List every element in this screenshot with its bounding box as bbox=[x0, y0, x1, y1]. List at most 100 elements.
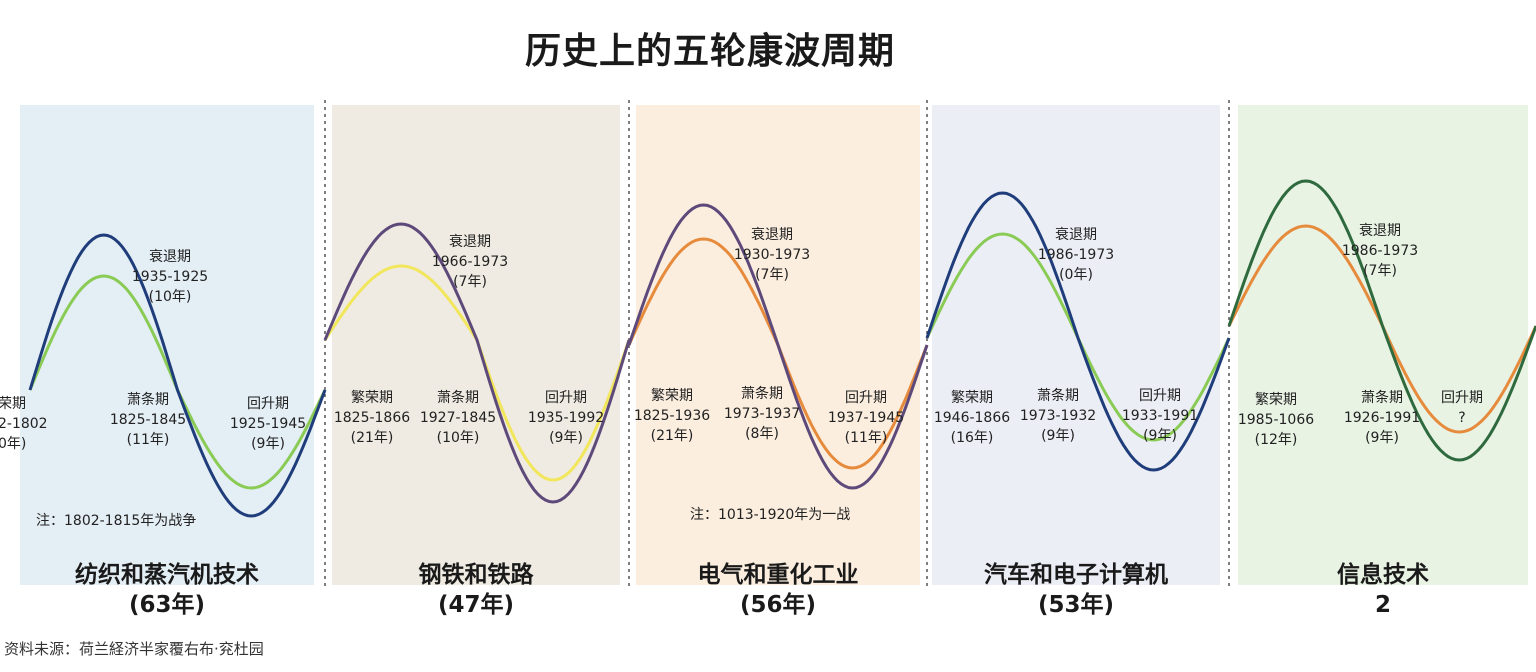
phase-annotation: 繁荣期 1946-1866 (16年) bbox=[934, 388, 1010, 448]
phase-annotation: 衰退期 1986-1973 (7年) bbox=[1342, 221, 1418, 281]
phase-detail: (16年) bbox=[950, 430, 994, 446]
phase-detail: (11年) bbox=[126, 432, 170, 448]
phase-detail: 1973-1937 bbox=[723, 406, 801, 422]
era-years-label: (63年) bbox=[128, 592, 206, 618]
phase-detail: 2-1802 bbox=[0, 416, 48, 432]
phase-detail: (9年) bbox=[1041, 428, 1075, 444]
dark-wave-5 bbox=[1227, 179, 1536, 462]
phase-name: 衰退期 bbox=[1359, 223, 1401, 239]
phase-detail: (9年) bbox=[1365, 430, 1399, 446]
phase-detail: (7年) bbox=[1363, 263, 1397, 279]
phase-detail: (9年) bbox=[251, 436, 285, 452]
phase-name: 回升期 bbox=[845, 390, 887, 406]
dark-wave-3 bbox=[627, 203, 929, 490]
phase-annotation: 回升期 1937-1945 (11年) bbox=[828, 388, 904, 448]
phase-detail: 1937-1945 bbox=[827, 410, 905, 426]
era-panels bbox=[20, 105, 1528, 585]
era-years-label: (53年) bbox=[1037, 592, 1115, 618]
era-name-5: 信息技术 2 bbox=[1238, 560, 1528, 620]
phase-annotation: 繁荣期 1825-1936 (21年) bbox=[634, 386, 710, 446]
phase-annotation: 萧条期 1973-1937 (8年) bbox=[724, 384, 800, 444]
phase-annotation: 萧条期 1927-1845 (10年) bbox=[420, 388, 496, 448]
dark-wave-2 bbox=[323, 222, 631, 504]
phase-name: 萧条期 bbox=[1361, 390, 1403, 406]
phase-detail: 1926-1991 bbox=[1343, 410, 1421, 426]
phase-name: 回升期 bbox=[545, 390, 587, 406]
phase-detail: (8年) bbox=[745, 426, 779, 442]
phase-name: 萧条期 bbox=[741, 386, 783, 402]
phase-detail: 1986-1973 bbox=[1037, 247, 1115, 263]
era-tech-label: 汽车和电子计算机 bbox=[984, 562, 1168, 588]
phase-detail: 1966-1973 bbox=[431, 254, 509, 270]
dark-wave-1 bbox=[28, 233, 327, 518]
era-panel-4 bbox=[932, 105, 1220, 585]
phase-detail: 1825-1936 bbox=[633, 408, 711, 424]
phase-name: 繁荣期 bbox=[351, 390, 393, 406]
era-panel-1 bbox=[20, 105, 314, 585]
source-note: 资料未源：荷兰経济半家覆右布·兖杜园 bbox=[4, 640, 264, 658]
phase-detail: 1935-1992 bbox=[527, 410, 605, 426]
phase-detail: (21年) bbox=[650, 428, 694, 444]
phase-detail: (10年) bbox=[148, 289, 192, 305]
phase-detail: 1825-1845 bbox=[109, 412, 187, 428]
phase-detail: (10年) bbox=[436, 430, 480, 446]
phase-name: 衰退期 bbox=[149, 249, 191, 265]
era-name-1: 纺织和蒸汽机技术 (63年) bbox=[20, 560, 314, 620]
era-name-4: 汽车和电子计算机 (53年) bbox=[932, 560, 1220, 620]
era-tech-label: 钢铁和铁路 bbox=[418, 562, 534, 588]
phase-annotation: 回升期 1925-1945 (9年) bbox=[230, 394, 306, 454]
era-name-2: 钢铁和铁路 (47年) bbox=[332, 560, 620, 620]
phase-name: 衰退期 bbox=[751, 227, 793, 243]
phase-name: 衰退期 bbox=[1055, 227, 1097, 243]
era-name-3: 电气和重化工业 (56年) bbox=[636, 560, 920, 620]
phase-detail: (11年) bbox=[844, 430, 888, 446]
war-note-1: 注：1802-1815年为战争 bbox=[36, 513, 197, 529]
era-dividers bbox=[324, 100, 1230, 588]
phase-annotation: 回升期 1933-1991 (9年) bbox=[1122, 386, 1198, 446]
phase-detail: 1973-1932 bbox=[1019, 408, 1097, 424]
phase-detail: (0年) bbox=[1059, 267, 1093, 283]
phase-annotation: 衰退期 1930-1973 (7年) bbox=[734, 225, 810, 285]
phase-detail: (9年) bbox=[1143, 428, 1177, 444]
phase-detail: 1925-1945 bbox=[229, 416, 307, 432]
phase-detail: 1825-1866 bbox=[333, 410, 411, 426]
phase-detail: 1927-1845 bbox=[419, 410, 497, 426]
phase-detail: ? bbox=[1458, 410, 1466, 426]
phase-name: 萧条期 bbox=[127, 392, 169, 408]
phase-detail: 1985-1066 bbox=[1237, 412, 1315, 428]
phase-annotation: 荣期 2-1802 0年) bbox=[0, 394, 48, 454]
phase-detail: (21年) bbox=[350, 430, 394, 446]
phase-detail: 1935-1925 bbox=[131, 269, 209, 285]
phase-name: 萧条期 bbox=[1037, 388, 1079, 404]
era-panel-5 bbox=[1238, 105, 1528, 585]
phase-annotation: 回升期 1935-1992 (9年) bbox=[528, 388, 604, 448]
phase-detail: 1986-1973 bbox=[1341, 243, 1419, 259]
phase-detail: (12年) bbox=[1254, 432, 1298, 448]
phase-annotation: 衰退期 1966-1973 (7年) bbox=[432, 232, 508, 292]
era-tech-label: 纺织和蒸汽机技术 bbox=[75, 562, 259, 588]
era-years-label: (47年) bbox=[437, 592, 515, 618]
phase-name: 回升期 bbox=[1441, 390, 1483, 406]
war-note-2: 注：1013-1920年为一战 bbox=[690, 507, 851, 523]
phase-annotation: 衰退期 1986-1973 (0年) bbox=[1038, 225, 1114, 285]
era-tech-label: 电气和重化工业 bbox=[697, 562, 859, 588]
phase-detail: 1946-1866 bbox=[933, 410, 1011, 426]
wave-curves bbox=[28, 179, 1536, 518]
era-years-label: 2 bbox=[1374, 592, 1391, 618]
phase-annotation: 衰退期 1935-1925 (10年) bbox=[132, 247, 208, 307]
phase-name: 荣期 bbox=[0, 396, 26, 412]
phase-annotation: 回升期? bbox=[1441, 388, 1483, 428]
chart-title: 历史上的五轮康波周期 bbox=[524, 31, 895, 72]
phase-name: 衰退期 bbox=[449, 234, 491, 250]
phase-annotation: 繁荣期 1985-1066 (12年) bbox=[1238, 390, 1314, 450]
phase-annotation: 繁荣期 1825-1866 (21年) bbox=[334, 388, 410, 448]
phase-detail: (7年) bbox=[755, 267, 789, 283]
dark-wave-4 bbox=[925, 191, 1231, 472]
phase-annotation: 萧条期 1825-1845 (11年) bbox=[110, 390, 186, 450]
phase-name: 繁荣期 bbox=[1255, 392, 1297, 408]
phase-detail: 1933-1991 bbox=[1121, 408, 1199, 424]
phase-detail: 1930-1973 bbox=[733, 247, 811, 263]
phase-annotation: 萧条期 1926-1991 (9年) bbox=[1344, 388, 1420, 448]
phase-name: 回升期 bbox=[247, 396, 289, 412]
